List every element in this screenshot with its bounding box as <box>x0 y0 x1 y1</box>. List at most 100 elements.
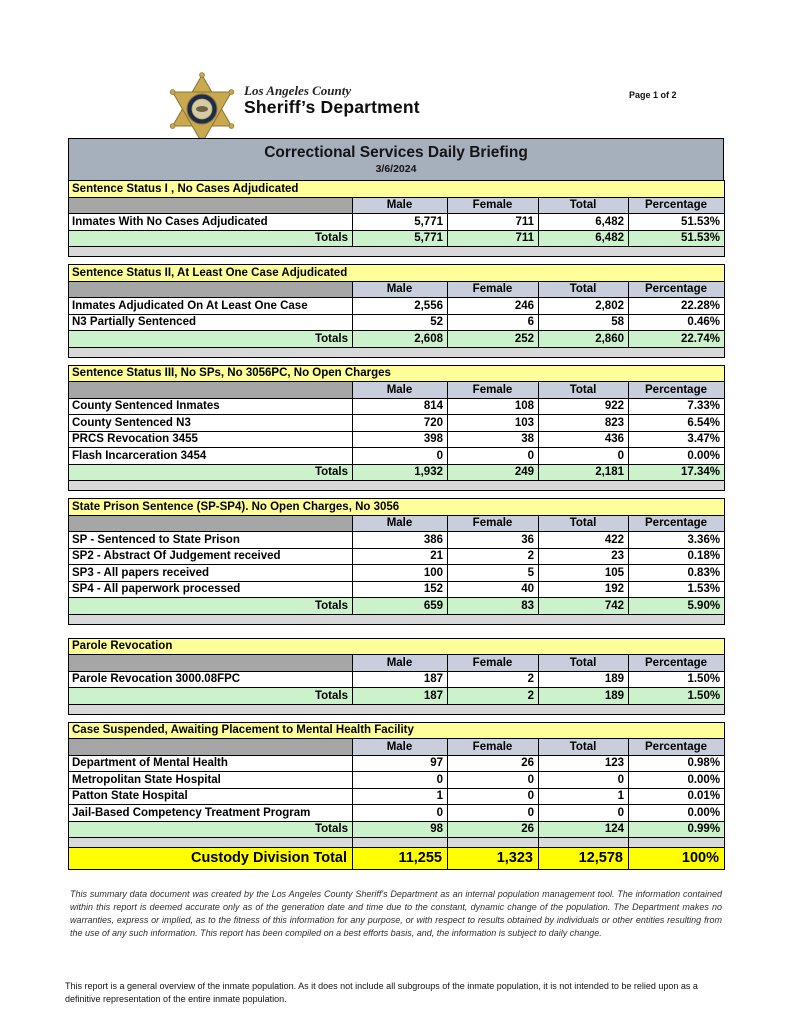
column-header-percentage: Percentage <box>627 514 726 532</box>
filler-cell <box>67 346 726 358</box>
totals-male: 98 <box>352 820 448 838</box>
column-header-percentage: Percentage <box>627 381 726 399</box>
column-header-blank <box>68 381 353 399</box>
column-header-male: Male <box>352 654 448 672</box>
cell-percentage: 0.00% <box>627 771 726 789</box>
data-row: Flash Incarceration 3454 0 0 0 0.00% <box>68 447 726 465</box>
cell-male: 0 <box>352 771 448 789</box>
agency-department-name: Sheriff’s Department <box>244 97 420 117</box>
section-title: State Prison Sentence (SP-SP4). No Open … <box>67 498 726 516</box>
cell-percentage: 22.28% <box>627 297 726 315</box>
cell-percentage: 3.47% <box>627 430 726 448</box>
row-label: N3 Partially Sentenced <box>68 313 353 331</box>
report-title-bar: Correctional Services Daily Briefing 3/6… <box>68 138 724 181</box>
totals-percentage: 1.50% <box>627 687 726 705</box>
totals-label: Totals <box>68 229 353 247</box>
row-label: County Sentenced Inmates <box>68 397 353 415</box>
section-title: Case Suspended, Awaiting Placement to Me… <box>67 721 726 739</box>
cell-male: 52 <box>352 313 448 331</box>
grand-total-percentage: 100% <box>628 847 725 870</box>
grand-total-row: Custody Division Total 11,255 1,323 12,5… <box>68 847 725 870</box>
cell-male: 1 <box>352 787 448 805</box>
cell-female: 108 <box>447 397 539 415</box>
section-header-row: Parole Revocation <box>67 637 726 655</box>
totals-percentage: 51.53% <box>628 229 725 247</box>
column-header-total: Total <box>538 738 629 756</box>
cell-total: 436 <box>538 430 629 448</box>
totals-row: Totals 1,932 249 2,181 17.34% <box>68 463 726 481</box>
data-row: Parole Revocation 3000.08FPC 187 2 189 1.50% <box>68 670 726 688</box>
cell-male: 5,771 <box>352 213 448 231</box>
cell-percentage: 51.53% <box>628 213 725 231</box>
totals-female: 83 <box>447 597 539 615</box>
row-label: SP2 - Abstract Of Judgement received <box>68 547 353 565</box>
cell-male: 398 <box>352 430 448 448</box>
cell-percentage: 0.18% <box>627 547 726 565</box>
cell-male: 0 <box>352 804 448 822</box>
totals-row: Totals 2,608 252 2,860 22.74% <box>68 330 726 348</box>
disclaimer-text: This summary data document was created b… <box>70 889 722 938</box>
column-header-female: Female <box>447 280 539 298</box>
cell-male: 21 <box>352 547 448 565</box>
totals-row: Totals 187 2 189 1.50% <box>68 687 726 705</box>
totals-male: 5,771 <box>352 229 448 247</box>
data-row: Inmates With No Cases Adjudicated 5,771 71… <box>68 213 725 231</box>
daily-briefing-report: Correctional Services Daily Briefing 3/6… <box>65 138 726 1006</box>
section-header-row: Case Suspended, Awaiting Placement to Me… <box>67 721 726 739</box>
data-row: SP3 - All papers received 100 5 105 0.83% <box>68 564 726 582</box>
row-label: PRCS Revocation 3455 <box>68 430 353 448</box>
totals-male: 2,608 <box>352 330 448 348</box>
column-header-total: Total <box>538 280 629 298</box>
section-header-row: Sentence Status II, At Least One Case Ad… <box>67 264 726 282</box>
cell-total: 0 <box>538 771 629 789</box>
column-header-row: Male Female Total Percentage <box>68 654 726 672</box>
cell-male: 386 <box>352 531 448 549</box>
cell-total: 0 <box>538 804 629 822</box>
totals-female: 26 <box>447 820 539 838</box>
section-header-row: State Prison Sentence (SP-SP4). No Open … <box>67 498 726 516</box>
cell-male: 0 <box>352 447 448 465</box>
cell-male: 97 <box>352 754 448 772</box>
section-table: Parole Revocation Male Female Total Percenta… <box>67 637 726 715</box>
row-label: Patton State Hospital <box>68 787 353 805</box>
data-row: N3 Partially Sentenced 52 6 58 0.46% <box>68 313 726 331</box>
column-header-total: Total <box>538 514 629 532</box>
page-indicator: Page 1 of 2 <box>629 90 677 100</box>
row-label: Inmates Adjudicated On At Least One Case <box>68 297 353 315</box>
section-title: Sentence Status II, At Least One Case Ad… <box>67 264 726 282</box>
row-label: Department of Mental Health <box>68 754 353 772</box>
column-header-row: Male Female Total Percentage <box>68 381 726 399</box>
cell-female: 5 <box>447 564 539 582</box>
section-header-row: Sentence Status III, No SPs, No 3056PC, … <box>67 364 726 382</box>
data-row: PRCS Revocation 3455 398 38 436 3.47% <box>68 430 726 448</box>
grand-total-female: 1,323 <box>447 847 539 870</box>
totals-label: Totals <box>68 330 353 348</box>
row-label: SP - Sentenced to State Prison <box>68 531 353 549</box>
cell-percentage: 0.00% <box>627 447 726 465</box>
totals-male: 659 <box>352 597 448 615</box>
cell-percentage: 1.53% <box>627 580 726 598</box>
section-table: Sentence Status II, At Least One Case Ad… <box>67 264 726 358</box>
data-row: Inmates Adjudicated On At Least One Case… <box>68 297 726 315</box>
totals-label: Totals <box>68 820 353 838</box>
cell-percentage: 3.36% <box>627 531 726 549</box>
row-label: Flash Incarceration 3454 <box>68 447 353 465</box>
cell-female: 2 <box>447 547 539 565</box>
totals-male: 187 <box>352 687 448 705</box>
cell-female: 246 <box>447 297 539 315</box>
report-title: Correctional Services Daily Briefing <box>264 144 528 161</box>
column-header-total: Total <box>538 381 629 399</box>
totals-percentage: 17.34% <box>627 463 726 481</box>
column-header-male: Male <box>352 738 448 756</box>
cell-male: 152 <box>352 580 448 598</box>
cell-female: 26 <box>447 754 539 772</box>
column-header-male: Male <box>352 381 448 399</box>
cell-female: 0 <box>447 804 539 822</box>
cell-female: 38 <box>447 430 539 448</box>
data-row: Department of Mental Health 97 26 123 0.98% <box>68 754 726 772</box>
column-header-row: Male Female Total Percentage <box>68 280 726 298</box>
data-row: County Sentenced Inmates 814 108 922 7.33% <box>68 397 726 415</box>
column-header-female: Female <box>447 654 539 672</box>
section-title: Sentence Status III, No SPs, No 3056PC, … <box>67 364 726 382</box>
totals-row: Totals 5,771 711 6,482 51.53% <box>68 229 725 247</box>
